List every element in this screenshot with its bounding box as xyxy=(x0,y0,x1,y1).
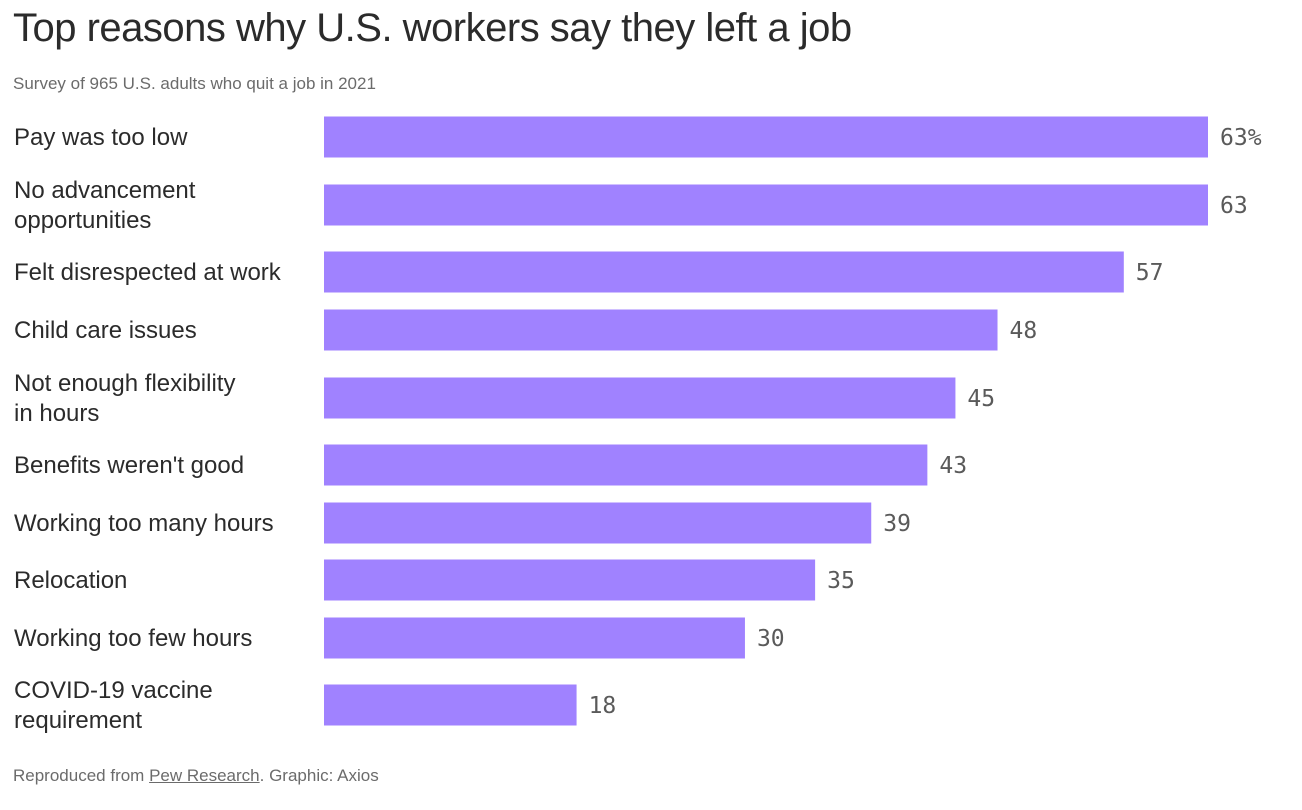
value-label-6: 43 xyxy=(939,453,967,479)
category-label-4: Child care issues xyxy=(14,317,197,344)
value-label-3: 57 xyxy=(1136,260,1164,286)
bar-2 xyxy=(324,184,1208,226)
category-label-3: Felt disrespected at work xyxy=(14,259,282,286)
bar-3 xyxy=(324,251,1124,293)
value-label-8: 35 xyxy=(827,568,855,594)
value-label-10: 18 xyxy=(589,693,617,719)
value-label-4: 48 xyxy=(1010,318,1038,344)
bar-chart: 63% Pay was too low 63 No advancement opport… xyxy=(14,116,1262,734)
footer-suffix: . Graphic: Axios xyxy=(259,766,379,785)
value-label-2: 63 xyxy=(1220,193,1248,219)
category-label-1: Pay was too low xyxy=(14,124,188,151)
chart-subtitle: Survey of 965 U.S. adults who quit a job… xyxy=(13,74,376,93)
category-label-10: COVID-19 vaccine requirement xyxy=(14,677,213,734)
bar-8 xyxy=(324,559,816,601)
chart-footer: Reproduced from Pew Research. Graphic: A… xyxy=(13,766,379,786)
bar-7 xyxy=(324,502,872,544)
value-label-5: 45 xyxy=(967,386,995,412)
source-link[interactable]: Pew Research xyxy=(149,766,260,785)
category-label-7: Working too many hours xyxy=(14,510,274,537)
bar-5 xyxy=(324,377,956,419)
category-label-9: Working too few hours xyxy=(14,625,252,652)
bar-6 xyxy=(324,444,928,486)
category-label-8: Relocation xyxy=(14,567,127,594)
bar-9 xyxy=(324,617,745,659)
category-label-5: Not enough flexibility in hours xyxy=(14,370,235,427)
chart-title: Top reasons why U.S. workers say they le… xyxy=(13,6,852,50)
value-label-1: 63% xyxy=(1220,125,1262,151)
category-label-2: No advancement opportunities xyxy=(14,177,196,234)
bar-1 xyxy=(324,116,1208,158)
category-label-6: Benefits weren't good xyxy=(14,452,244,479)
footer-prefix: Reproduced from xyxy=(13,766,150,785)
value-label-7: 39 xyxy=(883,511,911,537)
value-label-9: 30 xyxy=(757,626,785,652)
bar-10 xyxy=(324,684,577,726)
bar-4 xyxy=(324,309,998,351)
